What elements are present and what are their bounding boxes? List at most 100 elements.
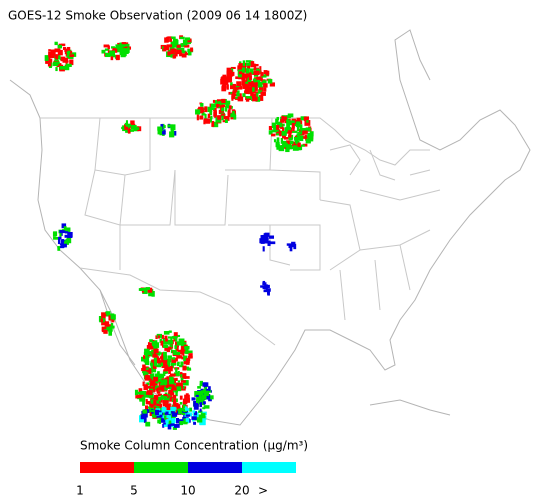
smoke-patch <box>210 107 215 111</box>
smoke-patch <box>176 362 180 367</box>
smoke-patch <box>301 136 307 139</box>
smoke-patch <box>212 121 219 128</box>
smoke-patch <box>156 388 159 392</box>
smoke-patch <box>204 388 211 392</box>
smoke-patch <box>258 95 264 101</box>
smoke-patch <box>145 374 149 381</box>
smoke-patch <box>242 74 248 79</box>
smoke-patch <box>184 51 188 55</box>
smoke-patch <box>171 417 176 424</box>
smoke-patch <box>101 312 106 318</box>
smoke-patch <box>103 326 107 330</box>
smoke-patch <box>221 76 227 81</box>
smoke-patch <box>305 138 311 144</box>
smoke-patch <box>245 96 252 99</box>
smoke-patch <box>149 402 155 407</box>
smoke-patch <box>179 388 186 391</box>
smoke-patch <box>230 82 233 86</box>
smoke-patch <box>164 335 168 340</box>
smoke-patch <box>173 332 178 338</box>
smoke-patch <box>149 411 153 416</box>
smoke-patch <box>145 399 148 405</box>
smoke-patch <box>163 125 166 129</box>
smoke-patch <box>208 395 214 400</box>
smoke-patch <box>179 47 185 53</box>
smoke-patch <box>167 124 174 128</box>
smoke-patch <box>179 52 183 57</box>
smoke-patch <box>263 72 268 75</box>
smoke-patch <box>194 411 198 416</box>
smoke-patch <box>158 397 161 402</box>
legend-label: Smoke Column Concentration (μg/m³) <box>80 439 308 453</box>
smoke-patch <box>222 79 228 85</box>
smoke-patch <box>215 117 222 123</box>
smoke-patch <box>271 122 276 129</box>
smoke-patch <box>55 67 58 72</box>
smoke-patch <box>255 96 261 102</box>
smoke-patch <box>248 61 255 65</box>
smoke-patch <box>296 125 300 132</box>
smoke-patch <box>196 114 199 121</box>
smoke-patch <box>214 100 217 104</box>
smoke-patch <box>218 109 224 115</box>
smoke-patch <box>282 123 285 127</box>
smoke-patch <box>264 284 268 290</box>
smoke-patch <box>184 345 190 350</box>
smoke-patch <box>197 390 204 396</box>
smoke-patch <box>115 44 121 49</box>
smoke-patch <box>176 341 183 346</box>
smoke-patch <box>200 413 206 419</box>
smoke-patch <box>155 335 158 340</box>
smoke-patch <box>292 145 299 151</box>
smoke-patch <box>276 124 280 130</box>
smoke-patch <box>260 235 264 241</box>
smoke-patch <box>175 351 181 357</box>
smoke-patch <box>57 44 63 49</box>
smoke-patch <box>101 326 106 331</box>
smoke-patch <box>173 48 177 54</box>
smoke-patch <box>183 418 188 423</box>
smoke-patch <box>156 364 162 368</box>
smoke-patch <box>225 106 228 112</box>
cuba <box>369 399 451 416</box>
smoke-patch <box>238 86 243 90</box>
smoke-patch <box>199 419 206 426</box>
smoke-patch <box>226 78 232 83</box>
smoke-patch <box>173 402 179 408</box>
smoke-patch <box>247 84 250 87</box>
smoke-patch <box>185 37 191 41</box>
smoke-patch <box>159 374 165 379</box>
smoke-patch <box>207 106 213 113</box>
smoke-patch <box>157 128 162 135</box>
smoke-patch <box>172 41 177 48</box>
smoke-patch <box>153 348 159 354</box>
smoke-patch <box>54 41 58 46</box>
smoke-patch <box>255 82 258 86</box>
smoke-patch <box>59 66 66 70</box>
smoke-patch <box>160 380 165 384</box>
smoke-patch <box>167 392 172 396</box>
smoke-patch <box>120 53 126 58</box>
smoke-patch <box>166 358 172 363</box>
smoke-patch <box>49 53 55 59</box>
smoke-patch <box>47 55 51 60</box>
smoke-patch <box>246 72 252 75</box>
smoke-patch <box>166 414 170 419</box>
smoke-patch <box>221 84 227 89</box>
smoke-patch <box>226 84 229 90</box>
smoke-patch <box>61 243 67 248</box>
smoke-patch <box>171 336 178 339</box>
smoke-patch <box>171 407 177 410</box>
smoke-patch <box>185 376 190 379</box>
smoke-patch <box>174 357 178 362</box>
smoke-patch <box>47 62 52 67</box>
smoke-patch <box>197 386 201 389</box>
smoke-patch <box>165 419 169 425</box>
smoke-patch <box>182 373 187 379</box>
smoke-patch <box>110 325 115 329</box>
smoke-patch <box>106 326 113 332</box>
smoke-patch <box>225 118 228 123</box>
smoke-patch <box>260 72 264 77</box>
smoke-patch <box>137 126 142 132</box>
smoke-patch <box>163 424 169 427</box>
